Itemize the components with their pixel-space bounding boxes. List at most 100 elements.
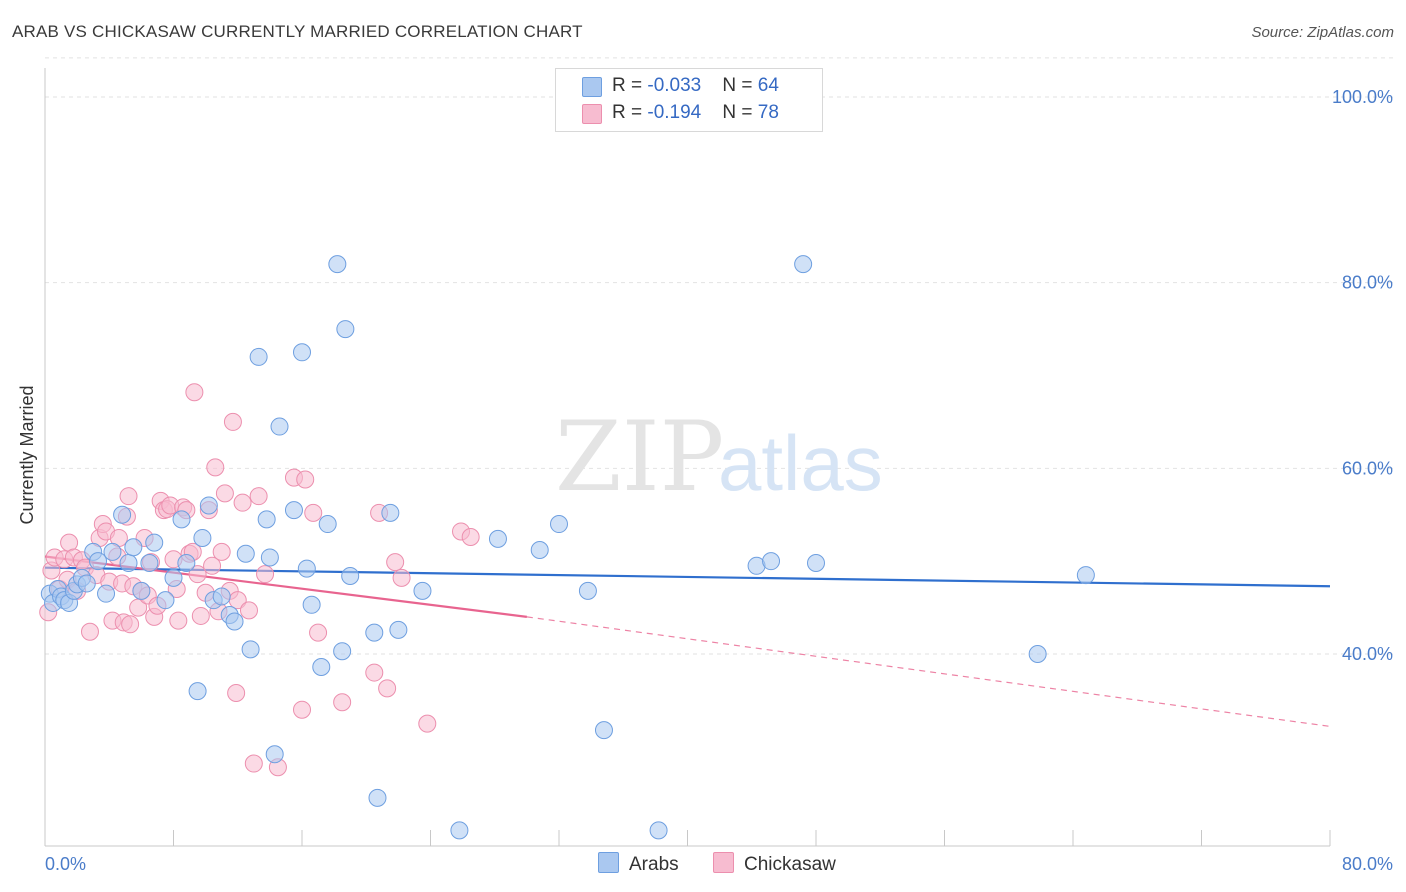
arab-point <box>257 510 276 529</box>
y-tick-label: 100.0% <box>1332 87 1393 107</box>
arab-point <box>193 528 212 547</box>
arab-point <box>212 587 231 606</box>
arab-point <box>594 721 613 740</box>
chickasaw-point <box>256 565 275 584</box>
chickasaw-point <box>378 679 397 698</box>
arab-point <box>236 544 255 563</box>
y-tick-label: 80.0% <box>1342 273 1393 293</box>
chickasaw-point <box>418 714 437 733</box>
arab-point <box>119 554 138 573</box>
arab-point <box>302 595 321 614</box>
arabs-trend-line <box>44 566 1331 588</box>
arab-point <box>284 501 303 520</box>
arab-point <box>241 640 260 659</box>
arab-point <box>260 548 279 567</box>
arab-point <box>328 255 347 274</box>
r-label: R = <box>612 75 648 96</box>
chickasaw-point <box>188 565 207 584</box>
arab-point <box>225 612 244 631</box>
chart-title: ARAB VS CHICKASAW CURRENTLY MARRIED CORR… <box>12 22 583 41</box>
watermark: ZIP atlas <box>555 401 883 513</box>
arab-point <box>145 533 164 552</box>
arab-point <box>318 515 337 534</box>
chickasaw-point <box>365 663 384 682</box>
n-value: 78 <box>757 102 779 123</box>
arab-point <box>389 620 408 639</box>
legend-row-arabs: R = -0.033 N = 64 <box>582 75 779 99</box>
chickasaw-point <box>121 615 140 634</box>
n-label: N = <box>722 75 758 96</box>
arabs-swatch <box>582 77 602 97</box>
chickasaw-legend-swatch <box>713 852 734 873</box>
chickasaw-point <box>386 553 405 572</box>
chickasaw-point <box>191 606 210 625</box>
arab-point <box>312 657 331 676</box>
arab-point <box>77 574 96 593</box>
chickasaw-point <box>233 493 252 512</box>
chickasaw-point <box>304 503 323 522</box>
arabs-legend-swatch <box>598 852 619 873</box>
chickasaw-point <box>80 622 99 641</box>
arab-point <box>156 591 175 610</box>
chickasaw-point <box>185 383 204 402</box>
n-value: 64 <box>757 75 779 96</box>
arab-point <box>762 552 781 571</box>
arab-point <box>89 552 108 571</box>
r-value: -0.033 <box>647 75 702 96</box>
y-tick-label: 60.0% <box>1342 458 1393 478</box>
arab-point <box>188 682 207 701</box>
stats-legend: R = -0.033 N = 64 R = -0.194 N = 78 <box>555 68 823 132</box>
arab-point <box>97 584 116 603</box>
tick-labels: 40.0% 60.0% 80.0% 100.0% 0.0% 80.0% Currently … <box>17 87 1393 874</box>
chickasaw-point <box>169 611 188 630</box>
chickasaw-point <box>215 484 234 503</box>
chickasaw-point <box>227 683 246 702</box>
chickasaw-point <box>392 568 411 587</box>
source-credit: Source: ZipAtlas.com <box>1251 24 1394 41</box>
chickasaw-point <box>461 528 480 547</box>
arab-point <box>368 788 387 807</box>
arab-point <box>578 581 597 600</box>
arab-point <box>1028 645 1047 663</box>
arab-point <box>103 542 122 561</box>
arab-point <box>265 745 284 764</box>
arab-point <box>270 417 289 436</box>
arab-point <box>450 821 469 840</box>
arab-point <box>365 623 384 642</box>
arab-point <box>336 320 355 339</box>
chickasaw-point <box>244 754 263 773</box>
x-tick-label-right: 80.0% <box>1342 854 1393 874</box>
chickasaw-legend-label: Chickasaw <box>744 854 836 875</box>
arab-point <box>530 541 549 560</box>
arabs-legend-label: Arabs <box>629 854 679 875</box>
arab-point <box>341 567 360 586</box>
legend-chickasaw-text: R = -0.194 N = 78 <box>612 102 779 124</box>
arab-point <box>293 343 311 362</box>
arab-point <box>807 554 825 573</box>
arab-point <box>550 515 568 534</box>
chickasaw-point <box>203 556 222 575</box>
arab-point <box>1076 566 1095 585</box>
bottom-legend-arabs: Arabs <box>598 852 679 876</box>
arab-point <box>381 503 400 522</box>
x-tick-label-left: 0.0% <box>45 854 86 874</box>
arab-point <box>297 559 316 578</box>
chickasaw-trend-extension <box>526 616 1331 728</box>
chickasaw-point <box>206 458 225 477</box>
arab-point <box>124 538 143 557</box>
legend-row-chickasaw: R = -0.194 N = 78 <box>582 102 779 126</box>
axes <box>44 68 1331 847</box>
bottom-legend-chickasaw: Chickasaw <box>713 852 836 876</box>
chickasaw-point <box>239 601 258 620</box>
y-axis-title: Currently Married <box>17 385 37 524</box>
watermark-zip: ZIP <box>555 401 724 513</box>
chickasaw-point <box>249 487 268 506</box>
arab-point <box>199 496 218 515</box>
arab-point <box>333 642 352 661</box>
chickasaw-point <box>119 487 138 506</box>
chickasaw-point <box>333 693 352 712</box>
arab-point <box>164 568 183 587</box>
chickasaw-point <box>212 542 231 561</box>
chickasaw-point <box>223 412 242 431</box>
grid-lines <box>45 57 1395 655</box>
